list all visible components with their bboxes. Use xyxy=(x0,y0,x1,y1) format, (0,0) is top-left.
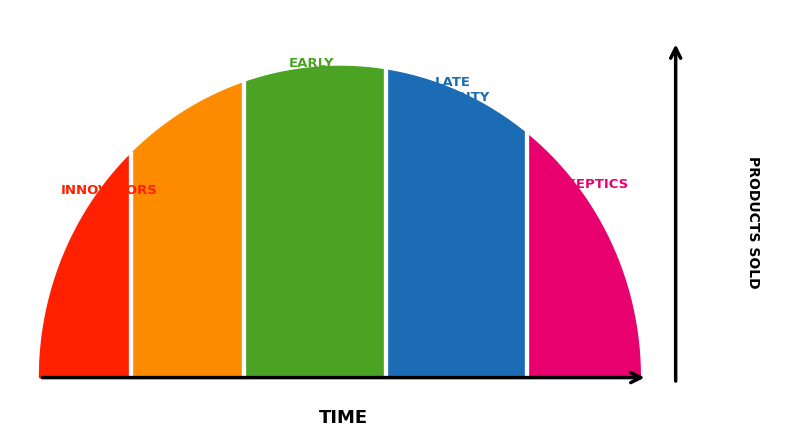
Text: SKEPTICS: SKEPTICS xyxy=(555,178,628,191)
Polygon shape xyxy=(386,70,527,377)
Polygon shape xyxy=(131,83,245,377)
Text: EARLY
MAJORITY: EARLY MAJORITY xyxy=(275,57,348,85)
Polygon shape xyxy=(39,154,131,377)
Text: INNOVATORS: INNOVATORS xyxy=(61,184,158,197)
Polygon shape xyxy=(527,134,640,377)
Polygon shape xyxy=(245,67,386,377)
Text: LATE
MAJORITY: LATE MAJORITY xyxy=(416,76,490,104)
Text: PRODUCTS SOLD: PRODUCTS SOLD xyxy=(746,156,761,288)
Text: TIME: TIME xyxy=(319,409,368,427)
Text: EARLY
ADOPTERS: EARLY ADOPTERS xyxy=(142,147,222,175)
